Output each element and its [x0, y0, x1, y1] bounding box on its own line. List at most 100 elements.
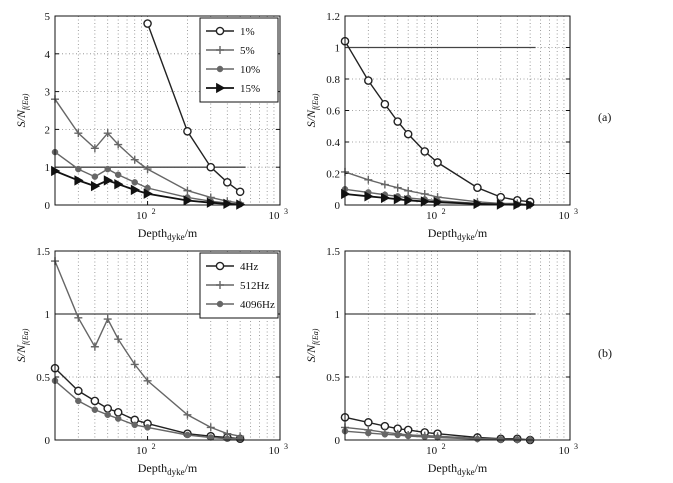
- legend: 1% 5% 10% 15%: [199, 17, 279, 103]
- data-point-dot: [365, 429, 372, 437]
- y-tick-label: 0.2: [326, 169, 340, 181]
- data-point-circle: [215, 26, 225, 36]
- data-point-dot: [474, 435, 481, 443]
- y-tick-label: 0: [335, 435, 341, 447]
- panel-label-b: (b): [598, 346, 612, 360]
- data-point-plus: [90, 342, 99, 351]
- data-point-dot: [216, 300, 224, 308]
- x-tick-label: 10: [559, 445, 571, 457]
- data-point-circle: [380, 99, 390, 109]
- data-point-plus: [74, 313, 83, 322]
- y-axis-label: S/Nf(Ea): [304, 328, 320, 362]
- data-point-triangle: [364, 191, 374, 202]
- y-axis-label: S/Nf(Ea): [14, 328, 30, 362]
- data-point-triangle: [433, 196, 443, 208]
- legend: 4Hz 512Hz 4096Hz: [199, 252, 279, 319]
- data-point-circle: [90, 396, 100, 406]
- y-axis-label-main: S/N: [304, 344, 318, 362]
- x-axis-label-subscript: dyke: [167, 232, 185, 242]
- data-point-dot: [224, 435, 231, 442]
- data-point-plus: [380, 180, 389, 189]
- y-tick-label: 1.2: [326, 11, 340, 23]
- data-point-circle: [103, 404, 113, 413]
- y-tick-label: 5: [45, 11, 51, 23]
- data-point-triangle: [183, 195, 193, 206]
- data-point-circle: [364, 418, 373, 427]
- data-point-circle: [143, 19, 152, 28]
- y-axis-label-subscript: f(Ea): [311, 93, 320, 110]
- y-tick-label: 4: [45, 49, 51, 61]
- data-point-dot: [131, 179, 138, 186]
- data-point-plus: [404, 186, 413, 195]
- y-tick-label: 1.5: [326, 246, 340, 258]
- y-tick-label: 0.5: [36, 372, 50, 384]
- data-point-plus: [74, 129, 83, 138]
- data-point-circle: [420, 147, 430, 156]
- x-axis-label-unit: /m: [475, 461, 488, 475]
- y-tick-label: 0: [335, 200, 341, 212]
- data-point-dot: [497, 436, 505, 443]
- x-tick-exponent: 3: [574, 207, 578, 216]
- y-axis-label: S/Nf(Ea): [304, 93, 320, 127]
- y-tick-label: 0.6: [326, 106, 340, 118]
- x-axis-label: Depthdyke/m: [138, 226, 198, 242]
- data-point-dot: [421, 433, 428, 441]
- legend-entry-label: 15%: [240, 83, 260, 95]
- legend-entry-label: 512Hz: [240, 280, 269, 292]
- data-point-circle: [393, 117, 403, 126]
- y-axis-label-main: S/N: [14, 344, 28, 362]
- data-point-plus: [130, 360, 139, 369]
- data-point-plus: [143, 376, 152, 385]
- data-point-plus: [143, 165, 152, 174]
- data-point-dot: [394, 431, 401, 439]
- y-tick-label: 1: [45, 162, 51, 174]
- data-point-plus: [183, 186, 192, 195]
- data-point-triangle: [420, 196, 431, 207]
- data-point-triangle: [143, 188, 153, 199]
- data-point-triangle: [130, 184, 141, 196]
- data-point-triangle: [74, 175, 84, 186]
- x-axis-label-unit: /m: [185, 461, 198, 475]
- y-tick-label: 1: [335, 43, 341, 55]
- data-point-plus: [103, 129, 112, 138]
- data-point-triangle: [473, 198, 483, 210]
- data-point-triangle: [216, 82, 226, 94]
- axes-frame: [344, 15, 571, 206]
- data-point-plus: [114, 140, 123, 149]
- data-point-dot: [114, 415, 122, 422]
- data-point-dot: [91, 406, 99, 414]
- x-tick-exponent: 2: [152, 442, 156, 451]
- y-tick-label: 0: [45, 435, 51, 447]
- axes-frame: [54, 15, 281, 206]
- x-axis-label-unit: /m: [475, 226, 488, 240]
- x-tick-label: 10: [426, 210, 438, 222]
- data-point-dot: [216, 65, 224, 73]
- data-point-circle: [222, 178, 232, 187]
- x-tick-label: 10: [559, 210, 571, 222]
- chart-panel-b-left: 00.511.510 2 10 3Depthdyke/mS/Nf(Ea)4Hz512H…: [14, 246, 288, 477]
- data-point-plus: [206, 423, 215, 432]
- x-tick-exponent: 3: [284, 207, 288, 216]
- legend-entry-label: 5%: [240, 45, 255, 57]
- y-axis-label-main: S/N: [304, 109, 318, 127]
- y-axis-label-main: S/N: [14, 109, 28, 127]
- legend-entry-label: 1%: [240, 26, 255, 38]
- x-axis-label-unit: /m: [185, 226, 198, 240]
- legend-entry-label: 4096Hz: [240, 299, 275, 311]
- data-point-triangle: [114, 179, 124, 190]
- data-point-circle: [215, 261, 225, 271]
- y-tick-label: 0.5: [326, 372, 340, 384]
- y-axis-label: S/Nf(Ea): [14, 93, 30, 127]
- x-axis-label-main: Depth: [138, 461, 167, 475]
- y-tick-label: 0: [45, 200, 51, 212]
- y-axis-label-subscript: f(Ea): [311, 328, 320, 345]
- data-point-triangle: [393, 193, 404, 205]
- panel-label-a: (a): [598, 110, 611, 124]
- data-point-circle: [473, 183, 482, 192]
- legend-entry-label: 4Hz: [240, 261, 258, 273]
- data-point-dot: [404, 432, 412, 440]
- data-point-plus: [216, 281, 224, 289]
- x-axis-label: Depthdyke/m: [428, 226, 488, 242]
